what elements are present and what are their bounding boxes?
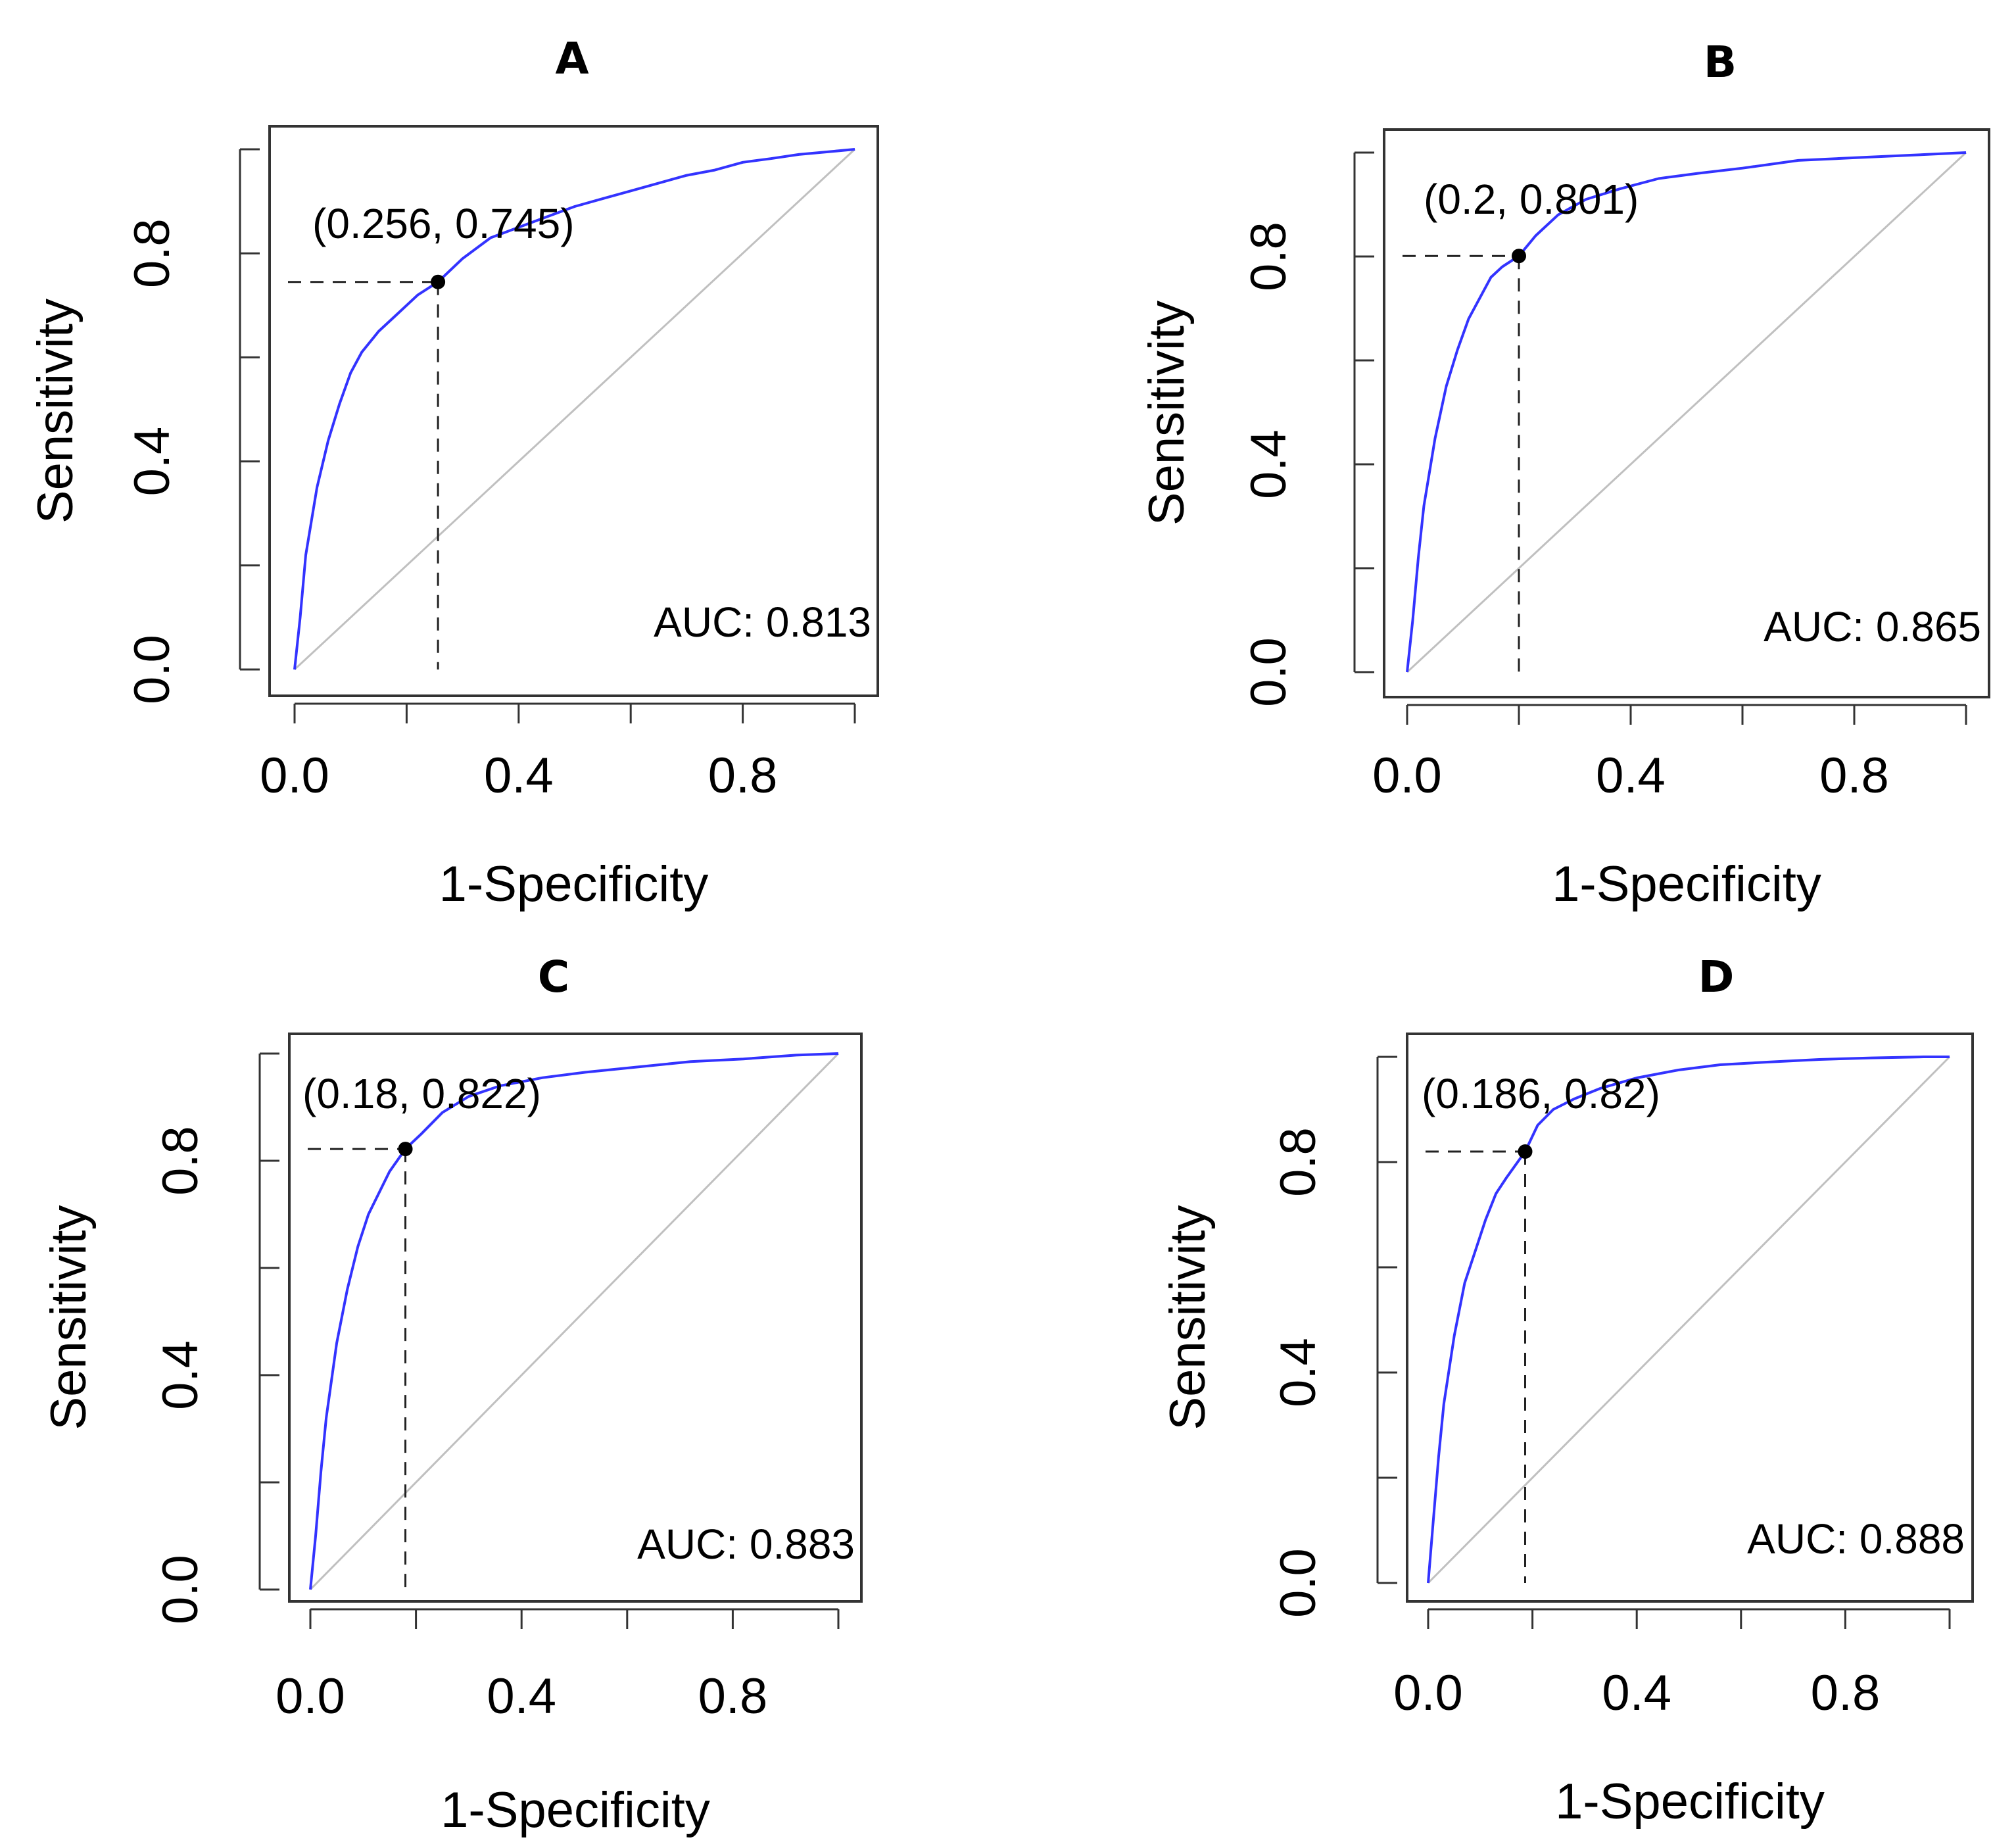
y-axis-title: Sensitivity: [41, 1205, 97, 1430]
panel-title: B: [1704, 37, 1737, 87]
cutoff-annotation: (0.186, 0.82): [1422, 1070, 1660, 1117]
roc-panel-c: C 0.0 0.4 0.8 0.0 0.4 0.8 1-Specificity Sensitiv…: [41, 952, 863, 1838]
y-tick-label: 0.4: [1270, 1338, 1326, 1407]
roc-curve: [293, 148, 855, 670]
roc-panel-a: A 0.0 0.4 0.8 0.0 0.4 0.8 1-Specificity Sensitiv…: [28, 34, 879, 912]
plot-frame: [1406, 1033, 1974, 1603]
y-tick-label: 0.0: [1270, 1548, 1326, 1618]
x-axis-title: 1-Specificity: [439, 856, 709, 912]
y-tick-label: 0.0: [1241, 637, 1297, 707]
cutoff-annotation: (0.256, 0.745): [312, 200, 575, 247]
cutoff-annotation: (0.2, 0.801): [1424, 176, 1639, 223]
roc-panel-d: D 0.0 0.4 0.8 0.0 0.4 0.8 1-Specificity Sensitiv…: [1160, 952, 1974, 1830]
reference-diagonal: [1406, 151, 1967, 673]
cutoff-point: [431, 274, 446, 289]
y-tick-label: 0.4: [124, 427, 180, 497]
y-tick-label: 0.4: [1241, 429, 1297, 499]
reference-diagonal: [309, 1052, 840, 1591]
auc-label: AUC: 0.888: [1747, 1515, 1965, 1563]
x-axis-title: 1-Specificity: [1552, 856, 1821, 912]
cutoff-point: [1518, 1144, 1533, 1159]
x-tick-label: 0.8: [698, 1668, 768, 1724]
y-tick-label: 0.8: [153, 1126, 208, 1196]
plot-frame: [1383, 128, 1990, 698]
x-tick-label: 0.8: [1811, 1665, 1881, 1721]
plot-frame: [268, 125, 879, 697]
auc-label: AUC: 0.883: [637, 1520, 855, 1568]
reference-diagonal: [1427, 1056, 1951, 1584]
y-tick-label: 0.8: [1270, 1127, 1326, 1197]
x-tick-label: 0.0: [1372, 748, 1442, 804]
x-tick-label: 0.4: [1602, 1665, 1671, 1721]
auc-label: AUC: 0.813: [654, 598, 871, 646]
x-tick-label: 0.0: [1393, 1665, 1463, 1721]
y-axis-title: Sensitivity: [1160, 1205, 1216, 1430]
x-tick-label: 0.0: [260, 748, 329, 804]
y-tick-label: 0.0: [153, 1555, 208, 1624]
y-tick-label: 0.0: [124, 635, 180, 704]
x-axis-title: 1-Specificity: [441, 1782, 710, 1838]
x-tick-label: 0.8: [708, 748, 778, 804]
auc-label: AUC: 0.865: [1764, 603, 1981, 650]
panel-title: C: [538, 952, 569, 1002]
reference-diagonal: [293, 148, 856, 671]
y-tick-label: 0.8: [124, 218, 180, 288]
cutoff-point: [398, 1142, 413, 1157]
y-axis-title: Sensitivity: [1139, 301, 1195, 525]
x-axis-title: 1-Specificity: [1555, 1774, 1825, 1830]
x-tick-label: 0.4: [1596, 748, 1666, 804]
x-tick-label: 0.4: [484, 748, 554, 804]
roc-panel-b: B 0.0 0.4 0.8 0.0 0.4 0.8 1-Specificity Sensitiv…: [1139, 37, 1990, 912]
y-tick-label: 0.8: [1241, 222, 1297, 291]
plot-frame: [288, 1033, 863, 1603]
roc-curve: [309, 1052, 839, 1590]
x-tick-label: 0.0: [276, 1668, 345, 1724]
y-tick-label: 0.4: [153, 1340, 208, 1410]
panel-title: A: [555, 34, 588, 84]
y-axis-title: Sensitivity: [28, 299, 84, 523]
roc-curve: [1427, 1056, 1950, 1584]
x-tick-label: 0.4: [487, 1668, 556, 1724]
cutoff-point: [1512, 249, 1526, 264]
panel-title: D: [1698, 952, 1735, 1002]
cutoff-annotation: (0.18, 0.822): [302, 1070, 541, 1117]
x-tick-label: 0.8: [1819, 748, 1889, 804]
